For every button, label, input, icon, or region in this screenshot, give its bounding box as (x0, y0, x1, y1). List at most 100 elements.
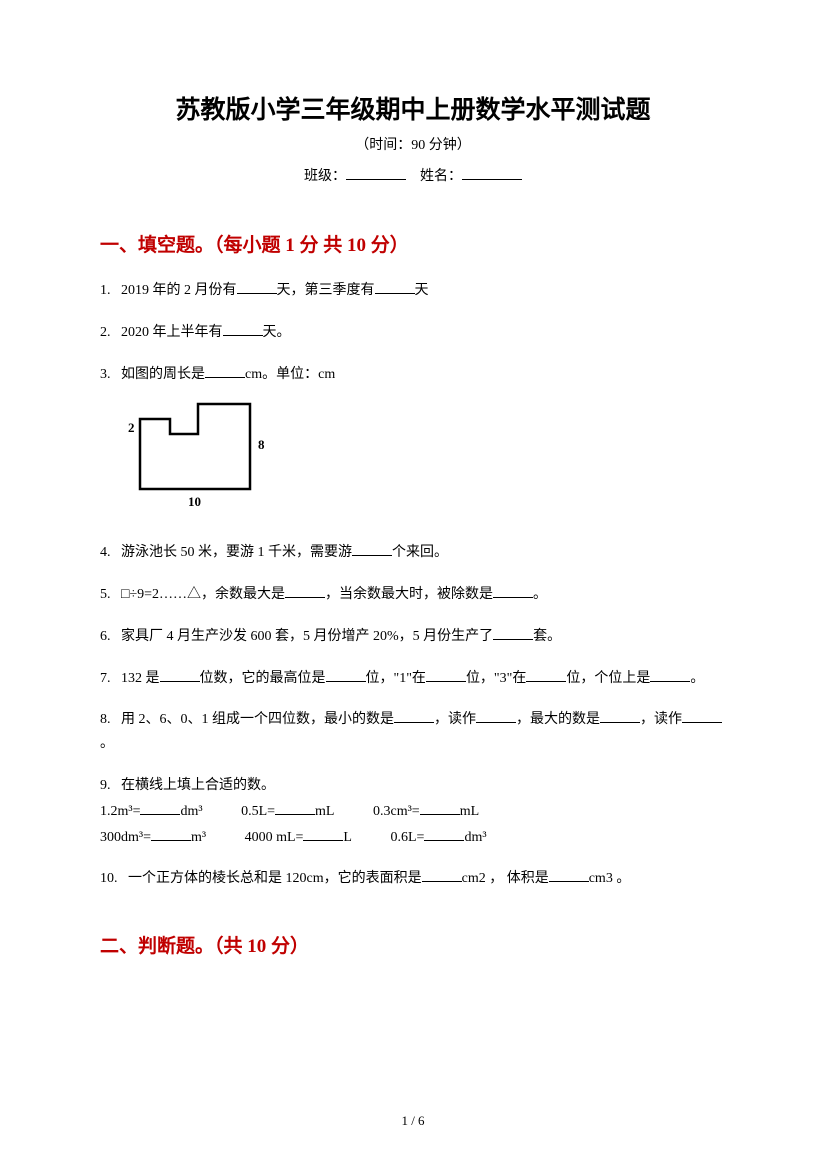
q8-blank-4[interactable] (682, 709, 722, 723)
c4-blank[interactable] (151, 827, 191, 841)
question-7: 7. 132 是位数，它的最高位是位，"1"在位，"3"在位，个位上是。 (100, 667, 726, 691)
q4-text-b: 个来回。 (392, 545, 448, 560)
c3-a: 0.3cm³= (373, 804, 420, 819)
c5-blank[interactable] (303, 827, 343, 841)
q5-text-a: □÷9=2……△，余数最大是 (121, 587, 285, 602)
q2-blank-1[interactable] (223, 322, 263, 336)
q5-blank-2[interactable] (493, 584, 533, 598)
c6-b: dm³ (464, 830, 486, 845)
c4-b: m³ (191, 830, 206, 845)
q8-text-d: ，读作 (640, 712, 682, 727)
c2-blank[interactable] (275, 801, 315, 815)
name-label: 姓名： (420, 169, 462, 184)
c1-b: dm³ (180, 804, 202, 819)
q4-blank-1[interactable] (352, 542, 392, 556)
c5-a: 4000 mL= (245, 830, 304, 845)
q7-blank-5[interactable] (650, 668, 690, 682)
c2-b: mL (315, 804, 334, 819)
c3-blank[interactable] (420, 801, 460, 815)
q7-text-b: 位数，它的最高位是 (200, 671, 326, 686)
name-blank[interactable] (462, 164, 522, 180)
q6-num: 6. (100, 629, 111, 644)
q7-blank-4[interactable] (526, 668, 566, 682)
question-1: 1. 2019 年的 2 月份有 天，第三季度有 天 (100, 279, 726, 303)
q10-text-c: cm3 。 (589, 871, 631, 886)
question-8: 8. 用 2、6、0、1 组成一个四位数，最小的数是 ，读作 ，最大的数是 ，读作。 (100, 708, 726, 756)
q4-num: 4. (100, 545, 111, 560)
q6-text-b: 套。 (533, 629, 561, 644)
q8-blank-2[interactable] (476, 709, 516, 723)
q1-text-c: 天 (415, 283, 429, 298)
question-9: 9. 在横线上填上合适的数。 1.2m³= dm³ 0.5L= mL 0.3cm³=… (100, 774, 726, 849)
q1-text-a: 2019 年的 2 月份有 (121, 283, 237, 298)
q9-num: 9. (100, 778, 111, 793)
q5-num: 5. (100, 587, 111, 602)
c6-a: 0.6L= (390, 830, 424, 845)
q6-blank-1[interactable] (493, 626, 533, 640)
q8-text-b: ，读作 (434, 712, 476, 727)
q8-num: 8. (100, 712, 111, 727)
question-2: 2. 2020 年上半年有 天。 (100, 321, 726, 345)
q8-text-a: 用 2、6、0、1 组成一个四位数，最小的数是 (121, 712, 394, 727)
q2-text-b: 天。 (263, 325, 291, 340)
student-info: 班级： 姓名： (100, 164, 726, 185)
c6-blank[interactable] (424, 827, 464, 841)
q5-blank-1[interactable] (285, 584, 325, 598)
q3-text-a: 如图的周长是 (121, 367, 205, 382)
section2-header: 二、判断题。（共 10 分） (100, 931, 726, 958)
q1-num: 1. (100, 283, 111, 298)
q3-figure: 2 8 10 (120, 394, 726, 523)
section1-header: 一、填空题。（每小题 1 分 共 10 分） (100, 230, 726, 257)
q8-blank-3[interactable] (600, 709, 640, 723)
c2-a: 0.5L= (241, 804, 275, 819)
q3-text-b: cm。单位：cm (245, 367, 335, 382)
q8-blank-1[interactable] (394, 709, 434, 723)
q5-text-b: ，当余数最大时，被除数是 (325, 587, 493, 602)
question-4: 4. 游泳池长 50 米，要游 1 千米，需要游 个来回。 (100, 541, 726, 565)
main-title: 苏教版小学三年级期中上册数学水平测试题 (100, 90, 726, 126)
question-10: 10. 一个正方体的棱长总和是 120cm，它的表面积是 cm2 ， 体积是 cm3… (100, 867, 726, 891)
figure-label-10: 10 (188, 494, 201, 509)
q7-text-f: 。 (690, 671, 704, 686)
c5-b: L (343, 830, 352, 845)
q10-blank-1[interactable] (422, 868, 462, 882)
q6-text-a: 家具厂 4 月生产沙发 600 套，5 月份增产 20%，5 月份生产了 (121, 629, 493, 644)
q7-blank-3[interactable] (426, 668, 466, 682)
question-6: 6. 家具厂 4 月生产沙发 600 套，5 月份增产 20%，5 月份生产了 套… (100, 625, 726, 649)
question-3: 3. 如图的周长是 cm。单位：cm 2 8 10 (100, 363, 726, 524)
q3-num: 3. (100, 367, 111, 382)
question-5: 5. □÷9=2……△，余数最大是 ，当余数最大时，被除数是 。 (100, 583, 726, 607)
conversion-row-1: 1.2m³= dm³ 0.5L= mL 0.3cm³= mL (100, 800, 726, 824)
q2-num: 2. (100, 325, 111, 340)
q7-num: 7. (100, 671, 111, 686)
q10-text-a: 一个正方体的棱长总和是 120cm，它的表面积是 (128, 871, 422, 886)
q3-blank-1[interactable] (205, 364, 245, 378)
q8-text-e: 。 (100, 736, 114, 751)
c1-blank[interactable] (140, 801, 180, 815)
q1-blank-1[interactable] (237, 280, 277, 294)
q7-blank-1[interactable] (160, 668, 200, 682)
c4-a: 300dm³= (100, 830, 151, 845)
c1-a: 1.2m³= (100, 804, 140, 819)
duration-label: （时间：90 分钟） (100, 134, 726, 154)
q5-text-c: 。 (533, 587, 547, 602)
q4-text-a: 游泳池长 50 米，要游 1 千米，需要游 (121, 545, 352, 560)
q7-text-c: 位，"1"在 (366, 671, 426, 686)
q8-text-c: ，最大的数是 (516, 712, 600, 727)
q2-text-a: 2020 年上半年有 (121, 325, 223, 340)
q1-blank-2[interactable] (375, 280, 415, 294)
q7-text-e: 位，个位上是 (566, 671, 650, 686)
page-number: 1 / 6 (0, 1113, 826, 1129)
class-blank[interactable] (346, 164, 406, 180)
q9-intro: 在横线上填上合适的数。 (121, 778, 275, 793)
c3-b: mL (460, 804, 479, 819)
q1-text-b: 天，第三季度有 (277, 283, 375, 298)
figure-label-2: 2 (128, 420, 135, 435)
class-label: 班级： (304, 169, 346, 184)
q10-text-b: cm2 ， 体积是 (462, 871, 549, 886)
q7-blank-2[interactable] (326, 668, 366, 682)
figure-label-8: 8 (258, 437, 265, 452)
q7-text-a: 132 是 (121, 671, 160, 686)
q10-num: 10. (100, 871, 118, 886)
q10-blank-2[interactable] (549, 868, 589, 882)
